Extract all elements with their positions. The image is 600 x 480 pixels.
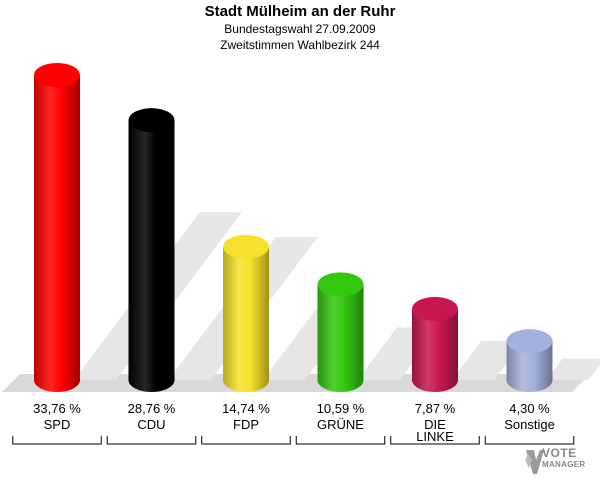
logo-text-manager: MANAGER bbox=[542, 460, 586, 469]
category-label-die-linke-1: DIE bbox=[424, 417, 446, 432]
bar-top-spd bbox=[34, 63, 80, 87]
bar-top-sonstige bbox=[506, 329, 553, 354]
value-label-sonstige: 4,30 % bbox=[509, 401, 550, 416]
bar-die-linke bbox=[412, 296, 458, 392]
category-bracket-cdu bbox=[106, 436, 197, 445]
votemanager-logo bbox=[525, 450, 544, 474]
logo-text-vote: VOTE bbox=[542, 446, 577, 460]
bar-top-fdp bbox=[223, 234, 269, 259]
category-label-grüne: GRÜNE bbox=[317, 417, 364, 432]
bar-top-grüne bbox=[317, 272, 364, 297]
chart-subtitle: Bundestagswahl 27.09.2009 bbox=[224, 22, 376, 36]
value-label-spd: 33,76 % bbox=[33, 401, 81, 416]
value-labels: 33,76 % 28,76 % 14,74 % 10,59 % 7,87 % 4,30 % bbox=[33, 401, 550, 416]
category-label-spd: SPD bbox=[44, 417, 71, 432]
bar-grüne bbox=[317, 272, 364, 392]
category-bracket-spd bbox=[12, 436, 102, 445]
value-label-fdp: 14,74 % bbox=[222, 401, 270, 416]
category-label-die-linke-2: LINKE bbox=[416, 429, 454, 444]
bars bbox=[34, 63, 553, 392]
value-label-grüne: 10,59 % bbox=[317, 401, 365, 416]
bar-top-die-linke bbox=[412, 296, 458, 321]
category-label-sonstige: Sonstige bbox=[504, 417, 555, 432]
bar-top-cdu bbox=[128, 108, 175, 133]
bar-spd bbox=[34, 63, 80, 392]
chart-title: Stadt Mülheim an der Ruhr bbox=[204, 3, 396, 20]
category-bracket-die-linke bbox=[390, 436, 480, 445]
category-bracket-grüne bbox=[295, 436, 386, 445]
value-label-die-linke: 7,87 % bbox=[415, 401, 456, 416]
category-label-fdp: FDP bbox=[233, 417, 259, 432]
category-bracket-sonstige bbox=[484, 436, 575, 445]
category-label-cdu: CDU bbox=[137, 417, 165, 432]
bar-sonstige bbox=[506, 329, 553, 392]
bar-shadow-sonstige bbox=[546, 358, 600, 380]
bar-fdp bbox=[223, 234, 269, 392]
chart-subtitle-2: Zweitstimmen Wahlbezirk 244 bbox=[220, 38, 380, 52]
bar-shadow-die-linke bbox=[452, 340, 524, 380]
value-label-cdu: 28,76 % bbox=[128, 401, 176, 416]
bar-cdu bbox=[128, 108, 175, 392]
category-bracket-fdp bbox=[201, 436, 291, 445]
